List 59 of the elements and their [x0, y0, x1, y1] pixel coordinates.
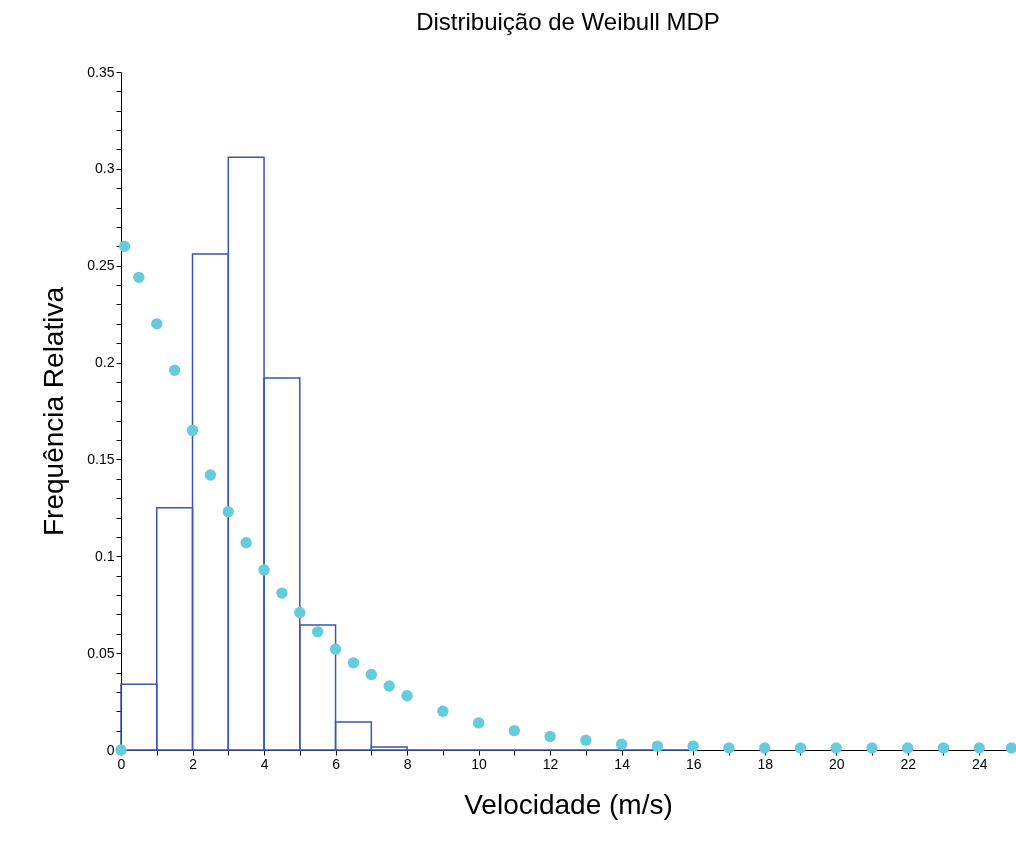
x-tick-label: 6 — [332, 755, 341, 772]
y-tick-label: 0 — [106, 741, 115, 758]
point — [240, 537, 252, 549]
point — [204, 469, 217, 481]
y-tick-label: 0.15 — [87, 450, 115, 467]
y-tick-label: 0.2 — [95, 354, 115, 371]
point — [401, 690, 413, 702]
point — [118, 240, 131, 253]
point — [937, 742, 950, 754]
point — [544, 730, 556, 743]
point — [329, 643, 342, 655]
y-tick-label: 0.1 — [95, 547, 115, 564]
x-tick-label: 24 — [971, 755, 988, 772]
x-tick-label: 10 — [471, 755, 488, 772]
point — [902, 742, 914, 754]
point — [365, 668, 378, 681]
x-tick-label: 20 — [828, 755, 845, 772]
x-tick-label: 22 — [900, 755, 917, 772]
x-axis-title: Velocidade (m/s) — [464, 788, 673, 820]
point — [311, 626, 324, 638]
point — [347, 657, 360, 669]
x-tick-label: 18 — [757, 755, 774, 772]
point — [133, 271, 145, 284]
x-tick-label: 2 — [189, 755, 198, 772]
point — [383, 680, 395, 692]
point — [115, 744, 127, 756]
point — [615, 738, 628, 750]
point — [580, 734, 592, 746]
point — [758, 742, 771, 754]
point — [472, 717, 485, 729]
point — [687, 740, 699, 752]
point — [168, 364, 181, 377]
x-tick-label: 8 — [403, 755, 412, 772]
point — [437, 705, 449, 717]
y-tick-label: 0.3 — [95, 160, 115, 177]
point — [186, 424, 199, 437]
point — [723, 742, 735, 754]
point — [1005, 742, 1016, 754]
x-tick-label: 14 — [614, 755, 631, 772]
point — [794, 742, 807, 754]
point — [258, 564, 270, 576]
point — [222, 506, 234, 518]
point — [651, 740, 664, 752]
point — [973, 742, 985, 754]
point — [151, 318, 163, 330]
y-tick-label: 0.25 — [87, 257, 115, 274]
point — [508, 724, 521, 737]
y-tick-label: 0.35 — [87, 63, 115, 80]
chart-title: Distribuição de Weibull MDP — [416, 8, 720, 35]
point — [294, 606, 306, 619]
x-tick-label: 12 — [542, 755, 559, 772]
y-tick-label: 0.05 — [87, 644, 115, 661]
x-tick-label: 16 — [685, 755, 702, 772]
point — [866, 742, 878, 754]
x-tick-label: 0 — [117, 755, 126, 772]
x-tick-label: 4 — [260, 755, 269, 772]
point — [276, 587, 288, 599]
y-axis-title: Frequência Relativa — [38, 286, 70, 537]
point — [830, 742, 842, 754]
